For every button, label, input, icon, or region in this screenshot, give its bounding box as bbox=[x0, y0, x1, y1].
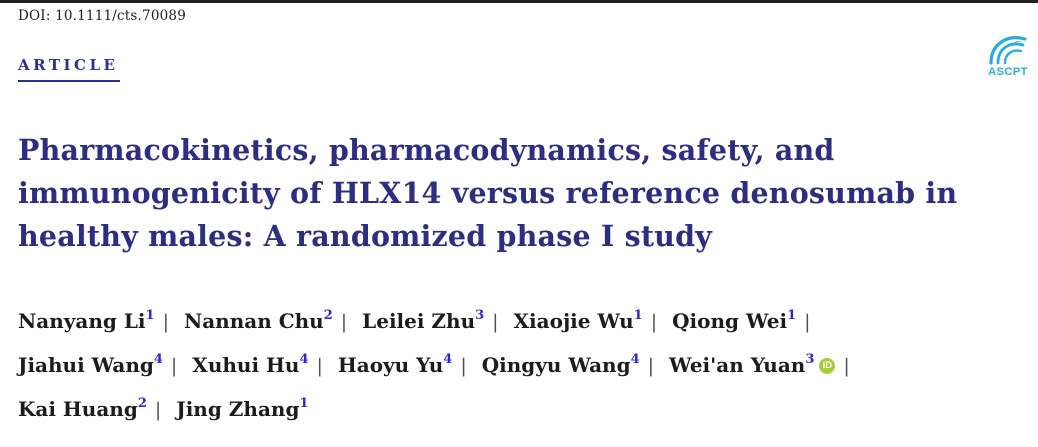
title-line: healthy males: A randomized phase I stud… bbox=[18, 219, 712, 253]
author: Qingyu Wang4 | bbox=[482, 353, 662, 377]
author-separator: | bbox=[340, 311, 348, 333]
author-affiliation-superscript: 4 bbox=[299, 352, 309, 368]
title-line: immunogenicity of HLX14 versus reference… bbox=[18, 176, 958, 210]
author-affiliation-superscript: 1 bbox=[787, 308, 797, 324]
ascpt-logo: ASCPT bbox=[985, 32, 1031, 80]
author-separator: | bbox=[843, 355, 850, 377]
orcid-icon[interactable]: iD bbox=[819, 358, 836, 374]
title-line: Pharmacokinetics, pharmacodynamics, safe… bbox=[18, 133, 835, 167]
author-affiliation-superscript: 1 bbox=[633, 308, 643, 324]
author-affiliation-superscript: 2 bbox=[137, 396, 147, 412]
author: Nannan Chu2 | bbox=[184, 309, 355, 333]
author-separator: | bbox=[316, 355, 323, 377]
author: Jiahui Wang4 | bbox=[18, 353, 185, 377]
author: Nanyang Li1 | bbox=[18, 309, 177, 333]
author-affiliation-superscript: 4 bbox=[153, 352, 163, 368]
author: Kai Huang2 | bbox=[18, 397, 169, 421]
author-affiliation-superscript: 4 bbox=[630, 352, 640, 368]
author-name: Nannan Chu bbox=[183, 309, 324, 333]
author-affiliation-superscript: 3 bbox=[805, 352, 815, 368]
author-name: Wei'an Yuan bbox=[669, 353, 806, 377]
ascpt-swirl-icon: ASCPT bbox=[988, 36, 1028, 78]
author-name: Xiaojie Wu bbox=[513, 309, 634, 333]
author-list: Nanyang Li1 | Nannan Chu2 | Leilei Zhu3 | X… bbox=[18, 300, 908, 432]
author-separator: | bbox=[804, 311, 811, 333]
doi-text: DOI: 10.1111/cts.70089 bbox=[18, 8, 186, 24]
article-type-label: ARTICLE bbox=[18, 56, 121, 82]
author-name: Xuhui Hu bbox=[192, 353, 300, 377]
author-separator: | bbox=[492, 311, 499, 333]
author-separator: | bbox=[154, 399, 162, 421]
author-name: Jing Zhang bbox=[176, 397, 300, 421]
author: Xiaojie Wu1 | bbox=[514, 309, 666, 333]
top-rule bbox=[0, 0, 1038, 3]
author-affiliation-superscript: 1 bbox=[145, 308, 155, 324]
author: Xuhui Hu4 | bbox=[192, 353, 331, 377]
author-affiliation-superscript: 4 bbox=[443, 352, 453, 368]
author-name: Jiahui Wang bbox=[18, 353, 154, 377]
author: Haoyu Yu4 | bbox=[338, 353, 475, 377]
author: Qiong Wei1 | bbox=[672, 309, 818, 333]
author-name: Haoyu Yu bbox=[337, 353, 444, 377]
author-separator: | bbox=[647, 355, 655, 377]
author-name: Qiong Wei bbox=[672, 309, 788, 333]
author-name: Leilei Zhu bbox=[362, 309, 476, 333]
author-affiliation-superscript: 3 bbox=[475, 308, 485, 324]
author: Leilei Zhu3 | bbox=[362, 309, 506, 333]
author-name: Qingyu Wang bbox=[481, 353, 631, 377]
article-title: Pharmacokinetics, pharmacodynamics, safe… bbox=[18, 129, 957, 258]
author: Wei'an Yuan3 iD | bbox=[669, 353, 858, 377]
author-separator: | bbox=[162, 311, 169, 333]
author-affiliation-superscript: 2 bbox=[323, 308, 333, 324]
author: Jing Zhang1 bbox=[176, 397, 308, 421]
author-name: Nanyang Li bbox=[18, 309, 146, 333]
author-separator: | bbox=[170, 355, 178, 377]
author-separator: | bbox=[460, 355, 467, 377]
ascpt-logo-text: ASCPT bbox=[988, 66, 1028, 78]
author-affiliation-superscript: 1 bbox=[299, 396, 309, 412]
author-separator: | bbox=[650, 311, 658, 333]
author-name: Kai Huang bbox=[18, 397, 138, 421]
